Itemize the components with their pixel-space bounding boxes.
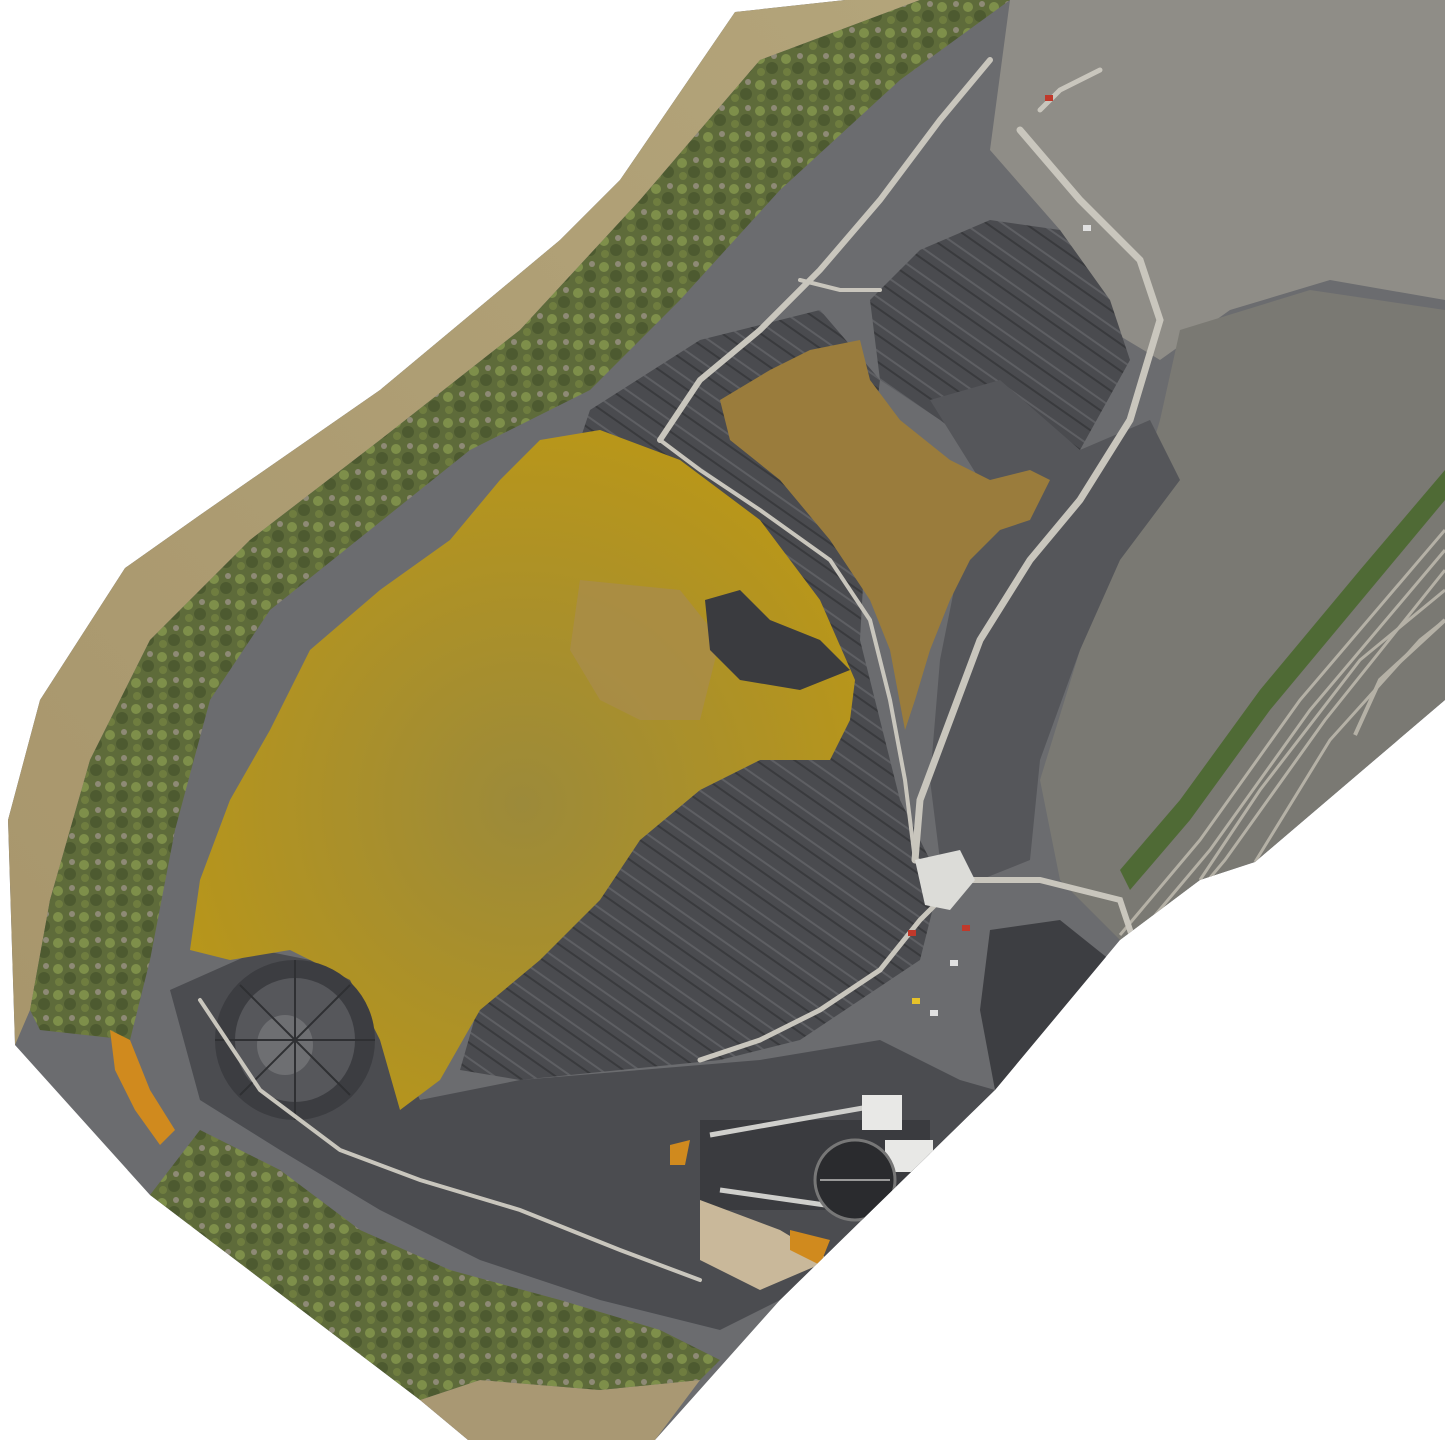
ash-mound-cone [215, 960, 375, 1120]
orange-seep [110, 1030, 175, 1145]
gravel-terrain-east [990, 0, 1445, 360]
vehicle [1045, 95, 1053, 101]
river-bottom [420, 1380, 700, 1440]
ash-basin-southeast [980, 920, 1110, 1090]
forest-lower-left [150, 1130, 720, 1400]
small-pond [720, 340, 1050, 730]
vehicle [962, 925, 970, 931]
tree-line-rail [1120, 470, 1445, 890]
ash-slopes-south [170, 950, 995, 1330]
river-area [8, 0, 920, 1045]
light-spill [915, 850, 975, 910]
pond-peninsula [705, 590, 850, 690]
vehicle [912, 998, 920, 1004]
vehicle [1083, 225, 1091, 231]
orange-seep-small [670, 1140, 690, 1165]
haul-roads [198, 57, 1164, 1282]
vehicle [930, 1010, 938, 1016]
forest-riverbank [30, 0, 1010, 1040]
plant-building-1 [862, 1095, 902, 1130]
large-pond [190, 430, 855, 1110]
gravel-terrain-southeast [1040, 290, 1445, 940]
vehicle [950, 960, 958, 966]
sand-stockpile [700, 1200, 830, 1290]
vehicle [908, 930, 916, 936]
large-pond-sediment [570, 580, 720, 720]
processing-plant [700, 1095, 933, 1290]
vehicles [908, 95, 1091, 1016]
